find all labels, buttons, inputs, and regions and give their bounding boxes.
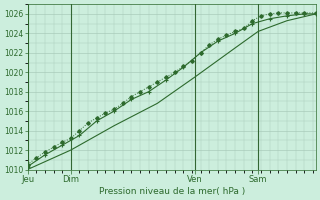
X-axis label: Pression niveau de la mer( hPa ): Pression niveau de la mer( hPa ) [99,187,245,196]
